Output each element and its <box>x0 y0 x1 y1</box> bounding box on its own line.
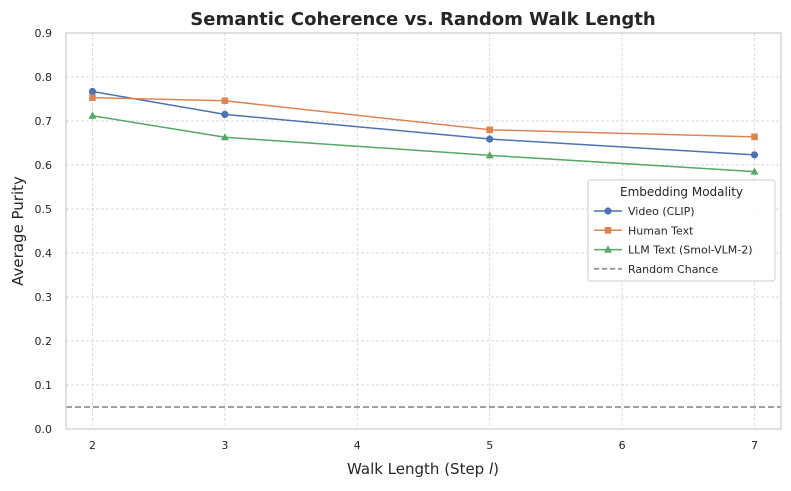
x-axis-label-italic: l <box>489 460 494 478</box>
legend-label: LLM Text (Smol-VLM-2) <box>628 244 753 257</box>
data-point <box>220 133 229 141</box>
data-point <box>221 97 229 105</box>
legend-label: Human Text <box>628 224 694 237</box>
series-2 <box>88 111 759 175</box>
data-point <box>88 87 97 96</box>
legend-items: Video (CLIP) Human Text LLM Text (Smol-VLM… <box>594 205 753 276</box>
y-tick-label: 0.9 <box>35 27 53 40</box>
legend-label: Video (CLIP) <box>628 205 695 218</box>
x-axis-label-main: Walk Length (Step <box>347 460 489 478</box>
y-axis-label: Average Purity <box>9 176 27 286</box>
data-point <box>88 111 97 119</box>
x-tick-label: 6 <box>619 439 626 452</box>
y-tick-label: 0.6 <box>35 159 53 172</box>
legend-marker <box>604 207 612 215</box>
legend-item: Video (CLIP) <box>594 205 695 218</box>
legend-item: LLM Text (Smol-VLM-2) <box>594 244 753 257</box>
series-1 <box>89 94 758 141</box>
series-line <box>92 90 755 156</box>
data-point <box>486 126 494 134</box>
data-point <box>89 94 96 101</box>
data-point <box>485 151 494 159</box>
data-point <box>751 133 758 141</box>
y-tick-label: 0.0 <box>35 423 53 436</box>
y-tick-label: 0.3 <box>35 291 53 304</box>
legend-marker <box>604 227 612 234</box>
x-axis-label: Walk Length (Step l) <box>347 460 499 478</box>
series-line <box>92 96 755 138</box>
legend-title: Embedding Modality <box>620 185 743 199</box>
series-line <box>92 114 755 173</box>
y-tick-label: 0.5 <box>35 203 53 216</box>
x-tick-label: 4 <box>354 439 361 452</box>
legend: Embedding Modality Video (CLIP) Human Tex… <box>587 179 776 282</box>
legend-label: Random Chance <box>628 263 718 276</box>
x-tick-label: 3 <box>221 439 228 452</box>
data-point <box>486 135 494 143</box>
y-tick-label: 0.2 <box>35 335 53 348</box>
x-tick-label: 2 <box>89 439 96 452</box>
legend-box <box>587 179 776 282</box>
y-tick-label: 0.4 <box>35 247 53 260</box>
y-tick-label: 0.8 <box>35 71 53 84</box>
x-axis-ticks: 2 3 4 5 6 7 <box>89 439 758 452</box>
data-point <box>221 110 229 118</box>
x-tick-label: 7 <box>751 439 758 452</box>
y-tick-label: 0.1 <box>35 379 53 392</box>
data-point <box>750 151 759 159</box>
y-tick-label: 0.7 <box>35 115 53 128</box>
series-layer <box>88 87 759 175</box>
legend-item: Random Chance <box>594 263 718 276</box>
legend-item: Human Text <box>594 224 694 237</box>
plot-frame <box>65 32 782 430</box>
series-0 <box>88 87 759 159</box>
x-axis-label-suffix: ) <box>493 460 499 478</box>
data-point <box>750 167 759 175</box>
legend-marker <box>604 245 612 253</box>
chart-title: Semantic Coherence vs. Random Walk Lengt… <box>190 9 655 30</box>
y-axis-ticks: 0.0 0.1 0.2 0.3 0.4 0.5 0.6 0.7 0.8 0.9 <box>35 27 53 436</box>
x-tick-label: 5 <box>486 439 493 452</box>
